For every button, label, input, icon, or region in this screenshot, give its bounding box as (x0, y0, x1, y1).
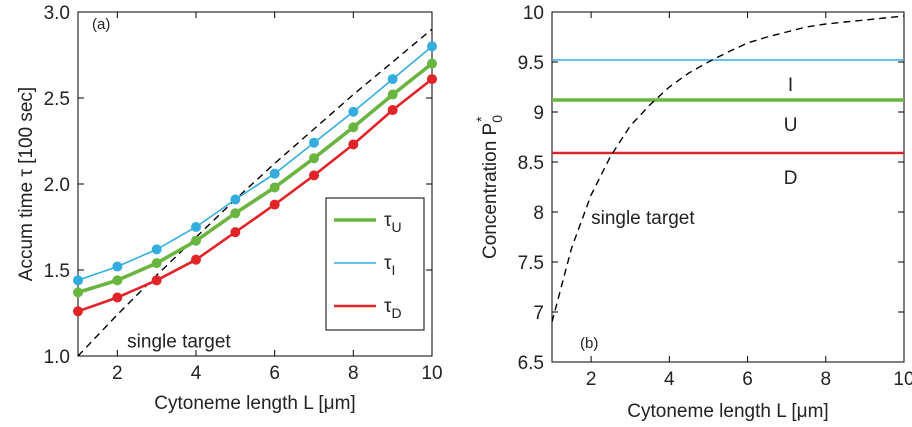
y-tick-label: 9.5 (518, 53, 544, 74)
y-tick-label: 10 (523, 3, 544, 24)
data-point-u (230, 208, 241, 219)
panel-a-x-axis-label: Cytoneme length L [μm] (154, 393, 355, 414)
x-tick-label: 6 (742, 369, 753, 390)
panel-b-chart: IU D 2 4 6 8 10 6.5 7 7.5 8 8.5 9 9.5 10 (b) Cytonem… (473, 3, 912, 422)
legend-entry-d: τD (384, 296, 402, 321)
x-tick-label: 8 (820, 369, 831, 390)
series-label-u: U (784, 115, 798, 136)
panel-b-x-ticks: 2 4 6 8 10 (586, 12, 912, 390)
data-point-i (112, 261, 123, 272)
data-point-u (112, 275, 123, 286)
panel-a-legend: τU τI τD (325, 197, 425, 331)
panel-a-series-group (73, 41, 437, 317)
data-point-d (387, 105, 398, 116)
x-tick-label: 10 (893, 369, 912, 390)
y-tick-label: 8 (533, 203, 544, 224)
panel-b-single-target-annotation: single target (591, 208, 695, 229)
series-line-d (77, 78, 433, 313)
panel-a-x-ticks: 2 4 6 8 10 (112, 12, 443, 384)
data-point-u (151, 258, 162, 269)
panel-b-label: (b) (580, 335, 598, 352)
data-point-u (427, 58, 437, 69)
y-tick-label: 9 (533, 103, 544, 124)
data-point-i (309, 137, 319, 148)
series-line-i (77, 45, 433, 282)
panel-b-series-group: IU D (552, 59, 904, 189)
series-label-i: I (788, 75, 793, 96)
data-point-d (309, 170, 319, 181)
panel-a-y-axis-label: Accum time τ [100 sec] (16, 87, 37, 281)
y-tick-label: 1.0 (44, 347, 70, 368)
single-target-dashed-line (77, 28, 433, 357)
data-point-i (269, 168, 280, 179)
x-tick-label: 2 (112, 363, 123, 384)
data-point-u (348, 122, 359, 133)
panel-b-y-ticks: 6.5 7 7.5 8 8.5 9 9.5 10 (518, 3, 904, 374)
data-point-d (269, 199, 280, 210)
series-line-u (77, 62, 434, 295)
data-point-i (73, 275, 83, 286)
data-point-u (73, 287, 83, 298)
panel-a-legend-box (325, 197, 425, 331)
data-point-d (230, 227, 241, 238)
data-point-d (73, 306, 83, 317)
panel-b-x-axis-label: Cytoneme length L [μm] (627, 401, 828, 422)
x-tick-label: 4 (664, 369, 675, 390)
data-point-d (112, 292, 123, 303)
data-point-i (230, 194, 241, 205)
data-point-i (348, 106, 359, 117)
y-tick-label: 2.0 (44, 175, 70, 196)
panel-b-y-axis-label-sub: 0 (489, 115, 505, 123)
data-point-i (151, 244, 162, 255)
data-point-i (191, 222, 201, 232)
x-tick-label: 6 (269, 363, 280, 384)
y-tick-label: 7.5 (518, 253, 544, 274)
x-tick-label: 4 (191, 363, 202, 384)
y-tick-label: 8.5 (518, 153, 544, 174)
panel-b-reference-curve (551, 15, 905, 323)
data-point-d (191, 254, 201, 265)
x-tick-label: 8 (348, 363, 359, 384)
panel-a-label: (a) (92, 16, 110, 33)
data-point-d (427, 74, 437, 85)
y-tick-label: 3.0 (44, 3, 70, 24)
y-tick-label: 7 (533, 303, 544, 324)
legend-entry-i: τI (384, 253, 395, 278)
data-point-d (151, 275, 162, 286)
y-tick-label: 6.5 (518, 353, 544, 374)
data-point-u (387, 89, 398, 100)
data-point-i (427, 41, 437, 52)
panel-b-y-axis-label-base: Concentration P (480, 123, 501, 259)
y-tick-label: 1.5 (44, 261, 70, 282)
data-point-u (309, 153, 319, 164)
single-target-dashed-line (551, 15, 905, 323)
data-point-u (269, 182, 280, 193)
x-tick-label: 2 (586, 369, 597, 390)
series-label-d: D (784, 168, 798, 189)
panel-b-y-axis-label: Concentration P0* (473, 115, 505, 259)
data-point-d (348, 139, 359, 150)
x-tick-label: 10 (421, 363, 442, 384)
data-point-i (387, 74, 398, 85)
panel-a-single-target-annotation: single target (127, 331, 231, 352)
panel-a-chart: 2 4 6 8 10 1.0 1.5 2.0 2.5 3.0 (a) Cytoneme leng… (16, 3, 443, 414)
data-point-u (191, 235, 201, 246)
y-tick-label: 2.5 (44, 89, 70, 110)
panel-a-y-ticks: 1.0 1.5 2.0 2.5 3.0 (44, 3, 432, 368)
panel-b-y-axis-label-sup: * (473, 116, 489, 122)
legend-entry-u: τU (384, 210, 402, 235)
panel-a-reference-curve (77, 28, 433, 357)
panel-b-axes-frame (551, 11, 905, 363)
